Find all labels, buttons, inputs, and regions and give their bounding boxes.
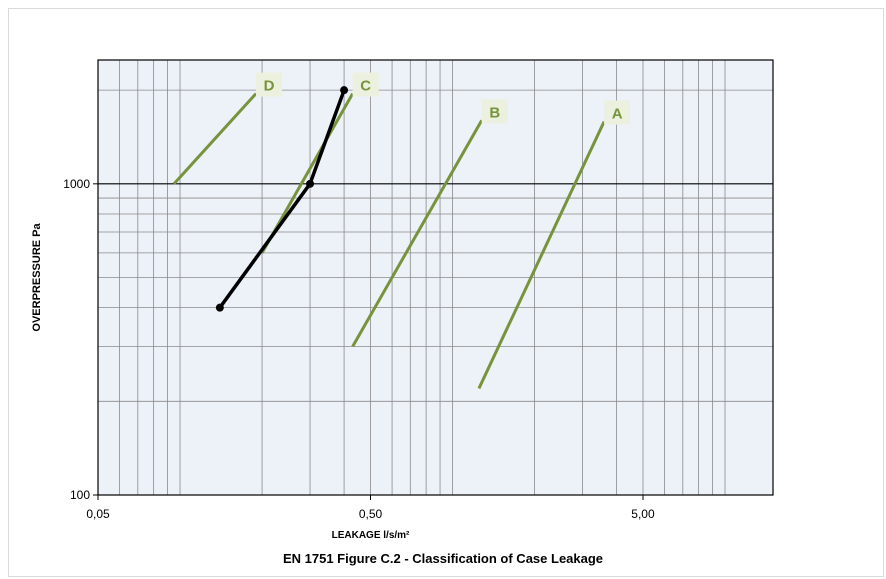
class-label-d: D [264, 78, 275, 95]
class-label-c: C [360, 78, 371, 95]
class-line-a [477, 120, 606, 390]
class-label-b: B [489, 104, 500, 121]
series-point [306, 179, 315, 188]
class-label-box-b [481, 99, 508, 124]
class-label-box-a [604, 100, 631, 125]
y-tick-label: 100 [70, 488, 90, 502]
y-tick-label: 1000 [63, 177, 90, 191]
x-tick-label: 0,50 [359, 507, 383, 521]
chart-title: EN 1751 Figure C.2 - Classification of C… [282, 551, 604, 566]
class-label-box-c [352, 72, 379, 97]
x-tick-label: 0,05 [86, 507, 110, 521]
class-labels: A B C D [255, 72, 631, 125]
axes: 0,05 0,50 5,00 100 1000 [63, 59, 774, 521]
grid-lines [98, 60, 773, 495]
x-tick-label: 5,00 [631, 507, 655, 521]
plot-border [97, 59, 774, 496]
class-label-a: A [612, 106, 623, 123]
class-line-d [172, 92, 258, 185]
measured-series [215, 86, 349, 312]
series-point [215, 303, 224, 312]
y-axis-label: OVERPRESSURE Pa [31, 223, 43, 332]
series-point [340, 86, 349, 95]
x-axis-label: LEAKAGE l/s/m² [332, 530, 410, 541]
class-label-box-d [255, 72, 282, 97]
class-line-b [351, 119, 484, 348]
